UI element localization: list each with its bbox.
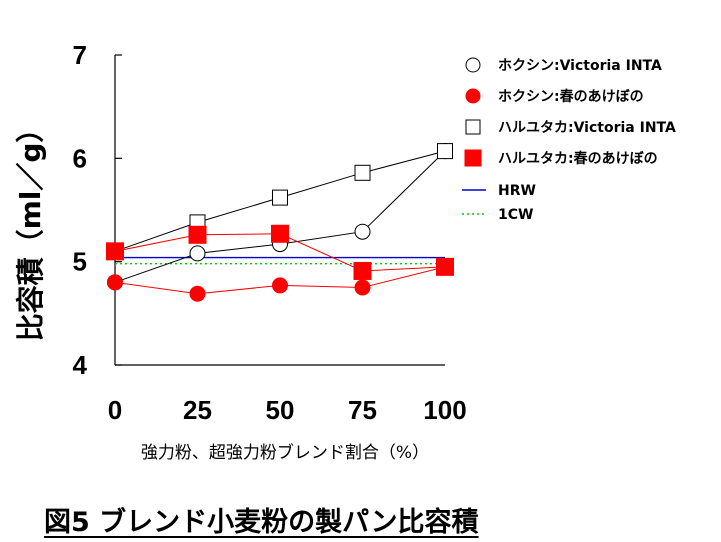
data-point-series-3 — [353, 261, 372, 280]
x-tick-label: 50 — [266, 395, 295, 425]
data-point-series-0 — [189, 245, 206, 262]
data-point-series-3 — [106, 242, 124, 261]
data-point-series-2 — [437, 143, 453, 160]
data-point-series-1 — [354, 279, 371, 296]
y-axis-ticks: 4 5 6 7 — [73, 40, 122, 380]
y-tick-label: 7 — [73, 40, 87, 70]
y-tick-label: 5 — [73, 247, 87, 277]
data-point-series-0 — [354, 223, 371, 240]
x-axis-label: 強力粉、超強力粉ブレンド割合（%） — [141, 442, 429, 463]
data-point-series-1 — [107, 274, 123, 291]
legend-marker-0 — [465, 57, 481, 73]
chart: 4 5 6 7 0 25 50 75 100 比容積（ml／g） 強力粉、超強力粉ブレンド割合… — [14, 40, 676, 463]
x-tick-label: 75 — [348, 395, 377, 425]
data-point-series-3 — [188, 225, 207, 244]
x-tick-label: 100 — [423, 395, 466, 425]
x-axis-ticks: 0 25 50 75 100 — [108, 395, 467, 425]
legend-label-hrw: HRW — [498, 183, 536, 199]
legend-label-1cw: 1CW — [498, 207, 533, 223]
data-point-series-3 — [271, 224, 289, 243]
legend-marker-1 — [465, 88, 481, 104]
x-tick-label: 25 — [183, 395, 212, 425]
data-point-series-1 — [272, 277, 288, 294]
legend-label-series-0: ホクシン:Victoria INTA — [498, 58, 662, 74]
data-point-series-2 — [272, 189, 288, 206]
legend-marker-2 — [465, 119, 481, 135]
y-tick-label: 6 — [73, 143, 87, 173]
legend-marker-3 — [464, 149, 482, 167]
legend-label-series-3: ハルユタカ:春のあけぼの — [498, 150, 658, 167]
plot-area — [106, 55, 454, 366]
y-axis-label: 比容積（ml／g） — [14, 115, 47, 342]
legend-label-series-1: ホクシン:春のあけぼの — [498, 88, 644, 105]
figure-caption: 図5 ブレンド小麦粉の製パン比容積 — [44, 507, 479, 538]
data-point-series-2 — [354, 164, 371, 181]
legend: ホクシン:Victoria INTA ホクシン:春のあけぼのハルユタカ:Victo… — [462, 57, 676, 223]
data-point-series-3 — [436, 257, 454, 276]
series-line-0 — [114, 150, 446, 283]
y-tick-label: 4 — [73, 350, 88, 380]
legend-label-series-2: ハルユタカ:Victoria INTA — [498, 120, 676, 136]
x-tick-label: 0 — [108, 395, 122, 425]
data-point-series-1 — [189, 285, 206, 302]
